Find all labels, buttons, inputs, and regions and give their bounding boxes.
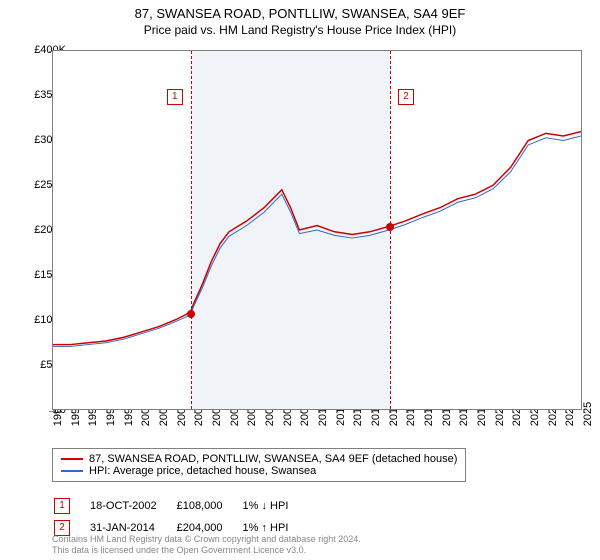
event-price: £108,000 (177, 496, 241, 516)
line-series (53, 51, 581, 409)
chart-title: 87, SWANSEA ROAD, PONTLLIW, SWANSEA, SA4… (0, 6, 600, 21)
event-point (386, 223, 394, 231)
legend-swatch (61, 458, 83, 460)
legend-row: 87, SWANSEA ROAD, PONTLLIW, SWANSEA, SA4… (61, 453, 457, 465)
event-marker-box: 1 (167, 89, 183, 105)
event-marker-box: 2 (398, 89, 414, 105)
table-row: 1 18-OCT-2002£108,0001% ↓ HPI (54, 496, 306, 516)
legend-swatch (61, 470, 83, 472)
event-point (187, 310, 195, 318)
legend: 87, SWANSEA ROAD, PONTLLIW, SWANSEA, SA4… (52, 448, 466, 482)
x-tick-label: 2025 (582, 402, 594, 426)
series-line (53, 132, 581, 345)
footer-line-1: Contains HM Land Registry data © Crown c… (52, 534, 361, 545)
event-ref-box: 1 (54, 498, 70, 514)
event-date: 18-OCT-2002 (90, 496, 175, 516)
event-line (191, 51, 192, 409)
chart-container: 87, SWANSEA ROAD, PONTLLIW, SWANSEA, SA4… (0, 0, 600, 560)
footer-attribution: Contains HM Land Registry data © Crown c… (52, 534, 361, 556)
chart-subtitle: Price paid vs. HM Land Registry's House … (0, 23, 600, 37)
legend-row: HPI: Average price, detached house, Swan… (61, 465, 457, 477)
title-block: 87, SWANSEA ROAD, PONTLLIW, SWANSEA, SA4… (0, 0, 600, 39)
series-line (53, 136, 581, 346)
plot-area: 12 (52, 50, 582, 410)
legend-label: HPI: Average price, detached house, Swan… (89, 465, 316, 477)
legend-label: 87, SWANSEA ROAD, PONTLLIW, SWANSEA, SA4… (89, 453, 457, 465)
footer-line-2: This data is licensed under the Open Gov… (52, 545, 361, 556)
event-delta: 1% ↓ HPI (243, 496, 307, 516)
